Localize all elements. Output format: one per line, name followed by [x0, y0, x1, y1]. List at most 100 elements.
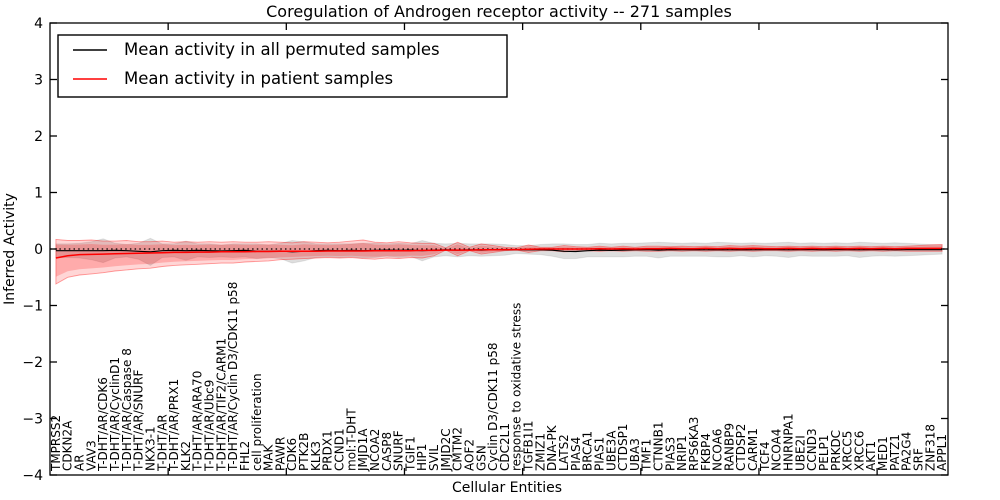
- x-category-label: PRKDC: [829, 430, 843, 471]
- x-category-label: TGIF1: [403, 436, 417, 472]
- x-category-label: SNURF: [392, 430, 406, 471]
- x-category-label: PIAS3: [663, 437, 677, 471]
- x-category-label: UBE2I: [793, 435, 807, 471]
- x-category-label: NKX3-1: [143, 426, 157, 471]
- x-category-label: CTDSP1: [616, 424, 630, 471]
- x-category-label: T-DHT/AR/CyclinD1: [108, 357, 122, 472]
- x-category-label: NCOA2: [368, 429, 382, 471]
- plot-frame: [49, 22, 949, 476]
- x-category-label: CCND3: [805, 428, 819, 471]
- x-category-label: T-DHT/AR/ARA70: [191, 371, 205, 472]
- x-axis-label: Cellular Entities: [452, 480, 562, 496]
- x-category-label: JMJD2C: [439, 428, 453, 472]
- x-category-label: AOF2: [463, 439, 477, 471]
- bands-layer: [55, 237, 943, 285]
- x-category-label: TCF4: [758, 441, 772, 472]
- x-category-label: BRCA1: [581, 431, 595, 471]
- legend-label-patient: Mean activity in patient samples: [124, 69, 393, 88]
- x-category-label: PAWR: [273, 437, 287, 471]
- x-category-label: HNRNPA1: [782, 413, 796, 471]
- x-category-label: DNA-PK: [545, 424, 559, 471]
- x-category-labels-layer: TMPRSS2CDKN2AARVAV3T-DHT/AR/CDK6T-DHT/AR…: [49, 282, 949, 472]
- legend-box: [57, 34, 508, 98]
- x-category-label: NCOA6: [711, 429, 725, 471]
- x-category-label: PIAS1: [592, 437, 606, 471]
- x-category-label: APPL1: [935, 434, 949, 471]
- x-category-label: HIP1: [415, 444, 429, 471]
- x-category-label: CTNNB1: [652, 421, 666, 471]
- x-category-label: LATS2: [557, 434, 571, 471]
- x-category-label: PRDX1: [321, 430, 335, 471]
- y-tick-label: −1: [22, 299, 43, 315]
- x-category-label: T-DHT/AR/Ubc9: [203, 380, 217, 472]
- x-category-label: TMF1: [640, 439, 654, 472]
- x-category-label: AKT1: [864, 441, 878, 471]
- x-category-label: KLK2: [179, 441, 193, 471]
- y-tick-label: −2: [22, 355, 43, 371]
- x-category-label: TMPRSS2: [49, 415, 63, 472]
- y-tick-label: 4: [34, 16, 43, 32]
- x-category-label: FKBP4: [699, 433, 713, 471]
- x-category-label: PELP1: [817, 435, 831, 471]
- x-category-label: KLK3: [309, 441, 323, 471]
- x-category-label: UBE3A: [604, 430, 618, 471]
- x-category-label: Cyclin D3/CDK11 p58: [486, 342, 500, 471]
- x-category-label: ZNF318: [923, 424, 937, 471]
- y-tick-label: −4: [22, 468, 43, 484]
- x-category-label: SRF: [912, 448, 926, 471]
- x-category-label: PATZ1: [888, 434, 902, 471]
- x-category-label: FHL2: [238, 441, 252, 471]
- x-category-label: NCOA4: [770, 429, 784, 471]
- y-tick-label: 3: [34, 73, 43, 89]
- x-category-label: CASP8: [380, 432, 394, 471]
- x-category-label: XRCC6: [852, 431, 866, 471]
- x-category-label: MAK: [262, 443, 276, 471]
- x-category-label: GSN: [474, 445, 488, 471]
- x-category-label: TGFB1I1: [522, 420, 536, 472]
- x-category-label: CARM1: [746, 428, 760, 471]
- x-category-label: CTDSP2: [734, 424, 748, 471]
- x-category-label: CDC2L1: [498, 423, 512, 471]
- x-category-label: NRIP1: [675, 435, 689, 471]
- x-category-label: PIAS4: [569, 437, 583, 471]
- x-category-label: T-DHT/AR/SNURF: [132, 370, 146, 473]
- x-category-label: SVIL: [427, 445, 441, 471]
- x-category-label: CMTM2: [451, 427, 465, 471]
- x-category-label: T-DHT/AR: [155, 414, 169, 472]
- x-category-label: PTK2B: [297, 433, 311, 471]
- x-category-label: MED1: [876, 436, 890, 471]
- x-category-label: AR: [73, 454, 87, 471]
- x-category-label: T-DHT/AR/PRX1: [167, 379, 181, 472]
- x-category-label: CDK6: [285, 438, 299, 471]
- x-category-label: UBA3: [628, 438, 642, 471]
- y-tick-label: 0: [34, 242, 43, 258]
- x-category-label: RANBP9: [722, 423, 736, 471]
- x-category-label: ZMIZ1: [533, 433, 547, 471]
- y-tick-label: 1: [34, 186, 43, 202]
- x-category-label: XRCC5: [841, 431, 855, 471]
- legend: Mean activity in all permuted samples Me…: [57, 34, 508, 98]
- x-category-label: T-DHT/AR/TIF2/CARM1: [214, 338, 228, 472]
- x-category-label: CDKN2A: [61, 420, 75, 471]
- legend-label-permuted: Mean activity in all permuted samples: [124, 40, 440, 59]
- x-category-label: JMJD1A: [356, 428, 370, 472]
- x-category-label: VAV3: [84, 440, 98, 471]
- patient-mean-line: [55, 247, 943, 259]
- x-category-label: mol:T-DHT: [344, 408, 358, 471]
- x-category-label: T-DHT/AR/Caspase 8: [120, 348, 134, 472]
- chart-title: Coregulation of Androgen receptor activi…: [266, 2, 732, 21]
- x-category-label: CCND1: [333, 428, 347, 471]
- y-tick-labels-layer: 4 3 2 1 0 −1 −2 −3 −4: [22, 16, 43, 484]
- y-axis-label: Inferred Activity: [2, 193, 18, 305]
- x-category-label: cell proliferation: [250, 373, 264, 471]
- x-category-label: response to oxidative stress: [510, 303, 524, 471]
- y-tick-label: 2: [34, 129, 43, 145]
- y-tick-label: −3: [22, 412, 43, 428]
- x-category-label: T-DHT/AR/CDK6: [96, 377, 110, 472]
- x-category-label: T-DHT/AR/Cyclin D3/CDK11 p58: [226, 282, 240, 472]
- x-category-label: RPS6KA3: [687, 417, 701, 471]
- x-category-label: PA2G4: [900, 432, 914, 471]
- lines-layer: [50, 247, 948, 259]
